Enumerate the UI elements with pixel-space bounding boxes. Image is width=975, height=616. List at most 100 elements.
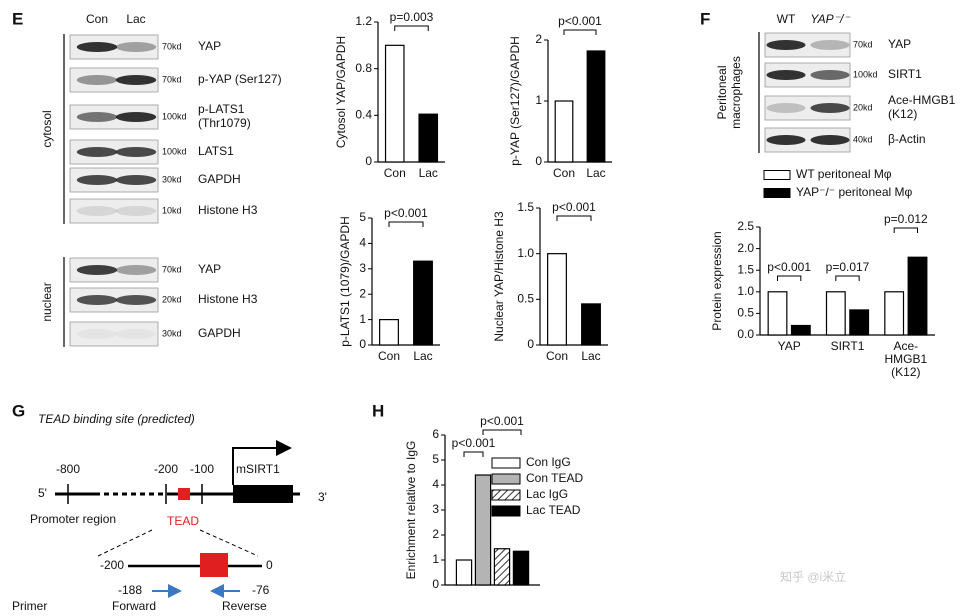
blot-band xyxy=(76,295,118,305)
text-line: (K12) xyxy=(888,107,917,121)
legend-label: Lac IgG xyxy=(526,487,568,501)
bar xyxy=(849,309,870,336)
protein-label: GAPDH xyxy=(198,172,241,186)
blot-band xyxy=(115,75,157,85)
primer-label: Primer xyxy=(12,599,47,613)
marker-label: 70kd xyxy=(162,264,182,274)
lane-label: Con xyxy=(86,12,108,26)
protein-label: Ace-HMGB1 (K12) xyxy=(888,93,956,121)
reverse-position: -76 xyxy=(252,583,270,597)
significance-label: p<0.001 xyxy=(552,200,596,214)
y-tick-label: 2 xyxy=(432,527,439,541)
marker-label: 70kd xyxy=(162,74,182,84)
position-label: -100 xyxy=(190,462,214,476)
y-tick-label: 0.8 xyxy=(355,61,372,75)
y-tick-label: 1.5 xyxy=(737,262,754,276)
watermark: 知乎 @i米立 xyxy=(780,569,846,584)
legend-swatch xyxy=(763,188,791,198)
blot-band xyxy=(766,135,806,145)
y-tick-label: 4 xyxy=(432,477,439,491)
panel-label: F xyxy=(700,9,710,28)
blot-band xyxy=(810,103,850,113)
bar xyxy=(474,474,492,586)
y-tick-label: 0 xyxy=(527,337,534,351)
panel-label: E xyxy=(12,9,23,28)
x-tick-label: Con xyxy=(546,349,568,363)
blot-band xyxy=(76,42,118,52)
y-axis-label: Cytosol YAP/GAPDH xyxy=(334,36,348,148)
bar-chart: 0 0.4 0.8 1.2 Cytosol YAP/GAPDH Con Lac p=0.003 xyxy=(334,10,445,180)
blot-band xyxy=(76,75,118,85)
protein-label: Histone H3 xyxy=(198,203,258,217)
marker-label: 40kd xyxy=(853,134,873,144)
blot-band xyxy=(115,265,157,275)
text-line: Ace-HMGB1 xyxy=(888,93,956,107)
bar xyxy=(413,260,433,346)
y-axis-label: Enrichment relative to IgG xyxy=(404,441,418,580)
legend-label: YAP⁻/⁻ peritoneal Mφ xyxy=(796,185,912,199)
marker-label: 100kd xyxy=(162,111,187,121)
y-tick-label: 2.5 xyxy=(737,219,754,233)
text-line: HMGB1 xyxy=(884,352,927,366)
forward-position: -188 xyxy=(118,583,142,597)
protein-label: p-LATS1 (Thr1079) xyxy=(198,102,251,130)
y-tick-label: 0 xyxy=(432,577,439,591)
panel-label: H xyxy=(372,401,384,420)
y-axis-label: p-LATS1 (1079)/GAPDH xyxy=(338,216,352,347)
marker-label: 70kd xyxy=(853,39,873,49)
legend-label: Con IgG xyxy=(526,455,571,469)
y-axis-label: p-YAP (Ser127)/GAPDH xyxy=(508,36,522,166)
five-prime: 5' xyxy=(38,486,47,500)
bar-chart: 0 0.5 1.0 1.5 Nuclear YAP/Histone H3 Con Lac p<… xyxy=(492,200,608,363)
blot-band xyxy=(115,175,157,185)
tead-site xyxy=(178,488,190,500)
marker-label: 10kd xyxy=(162,205,182,215)
bar xyxy=(379,319,399,346)
x-tick-label: Con xyxy=(384,166,406,180)
legend-swatch xyxy=(763,170,791,180)
protein-label: Histone H3 xyxy=(198,292,258,306)
significance-label: p<0.001 xyxy=(384,206,428,220)
significance-bracket xyxy=(777,275,802,281)
marker-label: 20kd xyxy=(853,102,873,112)
significance-label: p=0.003 xyxy=(390,10,434,24)
legend-label: WT peritoneal Mφ xyxy=(796,167,892,181)
y-tick-label: 6 xyxy=(432,427,439,441)
promoter-diagram: TEAD binding site (predicted) 5' -800 -2… xyxy=(12,412,327,613)
protein-label: YAP xyxy=(888,37,911,51)
y-tick-label: 4 xyxy=(359,236,366,250)
text-line: Ace- xyxy=(893,339,918,353)
y-tick-label: 5 xyxy=(432,452,439,466)
y-axis-label: Nuclear YAP/Histone H3 xyxy=(492,211,506,342)
significance-bracket xyxy=(556,215,592,221)
x-tick-label: Con xyxy=(553,166,575,180)
blot-band xyxy=(810,70,850,80)
blot-band xyxy=(766,70,806,80)
lane-label: Lac xyxy=(126,12,145,26)
blot-band xyxy=(76,329,118,339)
blot-band xyxy=(76,206,118,216)
panel-label: G xyxy=(12,401,25,420)
y-tick-label: 1 xyxy=(359,312,366,326)
x-tick-label: Ace-HMGB1 (K12) xyxy=(884,339,927,379)
y-tick-label: 3 xyxy=(359,261,366,275)
legend-label: Con TEAD xyxy=(526,471,583,485)
y-axis-label: Protein expression xyxy=(710,231,724,330)
y-tick-label: 1.0 xyxy=(517,246,534,260)
blot-band xyxy=(810,135,850,145)
region-label: Promoter region xyxy=(30,512,116,526)
marker-label: 30kd xyxy=(162,328,182,338)
bar xyxy=(554,100,574,163)
reverse-name: Reverse xyxy=(222,599,267,613)
blot-band xyxy=(766,40,806,50)
bar xyxy=(825,291,846,336)
x-tick-label: Con xyxy=(378,349,400,363)
bar xyxy=(586,50,606,163)
blot-band xyxy=(115,329,157,339)
y-tick-label: 2.0 xyxy=(737,241,754,255)
bar xyxy=(418,113,439,163)
legend-swatch xyxy=(491,473,521,485)
marker-label: 20kd xyxy=(162,294,182,304)
position-label: -800 xyxy=(56,462,80,476)
